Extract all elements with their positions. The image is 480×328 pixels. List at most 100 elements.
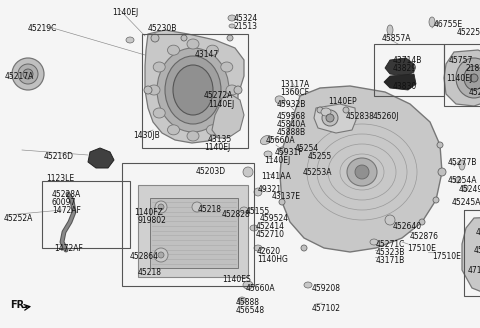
- Text: 45253A: 45253A: [303, 168, 333, 177]
- Text: 459208: 459208: [312, 284, 341, 293]
- Ellipse shape: [229, 24, 235, 28]
- Text: 60097: 60097: [52, 198, 76, 207]
- Ellipse shape: [462, 185, 468, 191]
- Ellipse shape: [250, 225, 258, 231]
- Text: 45323B: 45323B: [376, 248, 406, 257]
- Ellipse shape: [438, 168, 446, 176]
- Text: 45857A: 45857A: [382, 34, 411, 43]
- Text: 45216D: 45216D: [44, 152, 74, 161]
- Text: 1140EP: 1140EP: [328, 97, 357, 106]
- Ellipse shape: [126, 37, 134, 43]
- Ellipse shape: [158, 204, 164, 210]
- Polygon shape: [88, 148, 114, 168]
- Text: 45260J: 45260J: [373, 112, 399, 121]
- Polygon shape: [145, 30, 244, 143]
- Ellipse shape: [234, 86, 242, 94]
- Text: 13117A: 13117A: [280, 80, 309, 89]
- Ellipse shape: [355, 165, 369, 179]
- Text: 1140EJ: 1140EJ: [208, 100, 234, 109]
- Text: 45840A: 45840A: [277, 120, 307, 129]
- Text: 45245A: 45245A: [452, 198, 480, 207]
- Text: 45255: 45255: [308, 152, 332, 161]
- Ellipse shape: [279, 199, 285, 205]
- Ellipse shape: [370, 239, 378, 245]
- Polygon shape: [212, 95, 244, 138]
- Text: 45888: 45888: [236, 298, 260, 307]
- Text: 21825B: 21825B: [466, 64, 480, 73]
- Bar: [464, 210, 480, 296]
- Ellipse shape: [275, 96, 285, 104]
- Text: 457102: 457102: [312, 304, 341, 313]
- Ellipse shape: [264, 151, 272, 157]
- Text: 49321: 49321: [258, 185, 282, 194]
- Text: 1140HG: 1140HG: [257, 255, 288, 264]
- Text: 1360CF: 1360CF: [280, 88, 309, 97]
- Bar: [374, 44, 444, 96]
- Text: 45660A: 45660A: [266, 136, 296, 145]
- Ellipse shape: [456, 58, 480, 98]
- Text: 1140ES: 1140ES: [222, 275, 251, 284]
- Text: FR.: FR.: [10, 300, 28, 310]
- Text: 1123LE: 1123LE: [46, 174, 74, 183]
- Text: 459524: 459524: [260, 214, 289, 223]
- Text: 452864: 452864: [130, 252, 159, 261]
- Ellipse shape: [226, 85, 238, 95]
- Ellipse shape: [387, 25, 393, 35]
- Ellipse shape: [151, 34, 159, 42]
- Text: 43829: 43829: [393, 64, 417, 73]
- Ellipse shape: [279, 147, 285, 153]
- Text: 45218: 45218: [138, 268, 162, 277]
- Ellipse shape: [261, 135, 272, 145]
- Text: 45254: 45254: [295, 144, 319, 153]
- Ellipse shape: [254, 245, 262, 251]
- Text: 452828: 452828: [222, 210, 251, 219]
- Ellipse shape: [144, 86, 152, 94]
- Text: 45757: 45757: [449, 56, 473, 65]
- Ellipse shape: [455, 177, 461, 183]
- Polygon shape: [385, 58, 414, 76]
- Text: 1140EJ: 1140EJ: [446, 74, 472, 83]
- Ellipse shape: [148, 85, 160, 95]
- Text: 45518: 45518: [474, 246, 480, 255]
- Text: 45272A: 45272A: [204, 91, 233, 100]
- Ellipse shape: [227, 35, 233, 41]
- Bar: [138, 185, 248, 277]
- Text: 21513: 21513: [234, 22, 258, 31]
- Text: 1140EJ: 1140EJ: [264, 156, 290, 165]
- Ellipse shape: [221, 62, 233, 72]
- Ellipse shape: [228, 15, 236, 21]
- Ellipse shape: [470, 74, 478, 82]
- Ellipse shape: [240, 207, 248, 213]
- Text: 45228A: 45228A: [52, 190, 81, 199]
- Text: 456548: 456548: [236, 306, 265, 315]
- Text: 17510E: 17510E: [407, 244, 436, 253]
- Text: 43137E: 43137E: [272, 192, 301, 201]
- Text: 43147: 43147: [195, 50, 219, 59]
- Text: 46755E: 46755E: [434, 20, 463, 29]
- Text: 45230B: 45230B: [148, 24, 178, 33]
- Polygon shape: [280, 86, 442, 252]
- Ellipse shape: [187, 39, 199, 49]
- Ellipse shape: [238, 297, 246, 303]
- Text: 1140EJ: 1140EJ: [204, 143, 230, 152]
- Ellipse shape: [165, 56, 221, 124]
- Ellipse shape: [304, 282, 312, 288]
- Text: 45324: 45324: [234, 14, 258, 23]
- Bar: [122, 163, 254, 286]
- Text: 45931F: 45931F: [275, 148, 304, 157]
- Bar: [42, 181, 130, 248]
- Polygon shape: [314, 104, 356, 133]
- Text: 45219C: 45219C: [28, 24, 58, 33]
- Text: 45519: 45519: [476, 228, 480, 237]
- Ellipse shape: [254, 188, 262, 196]
- Ellipse shape: [317, 107, 323, 113]
- Text: 1140FZ: 1140FZ: [134, 208, 163, 217]
- Text: 459568: 459568: [277, 112, 306, 121]
- Ellipse shape: [168, 125, 180, 135]
- Ellipse shape: [181, 35, 187, 41]
- Bar: [444, 44, 480, 106]
- Text: 45252A: 45252A: [4, 214, 34, 223]
- Ellipse shape: [157, 48, 229, 132]
- Text: 45249B: 45249B: [459, 185, 480, 194]
- Text: 45210: 45210: [469, 88, 480, 97]
